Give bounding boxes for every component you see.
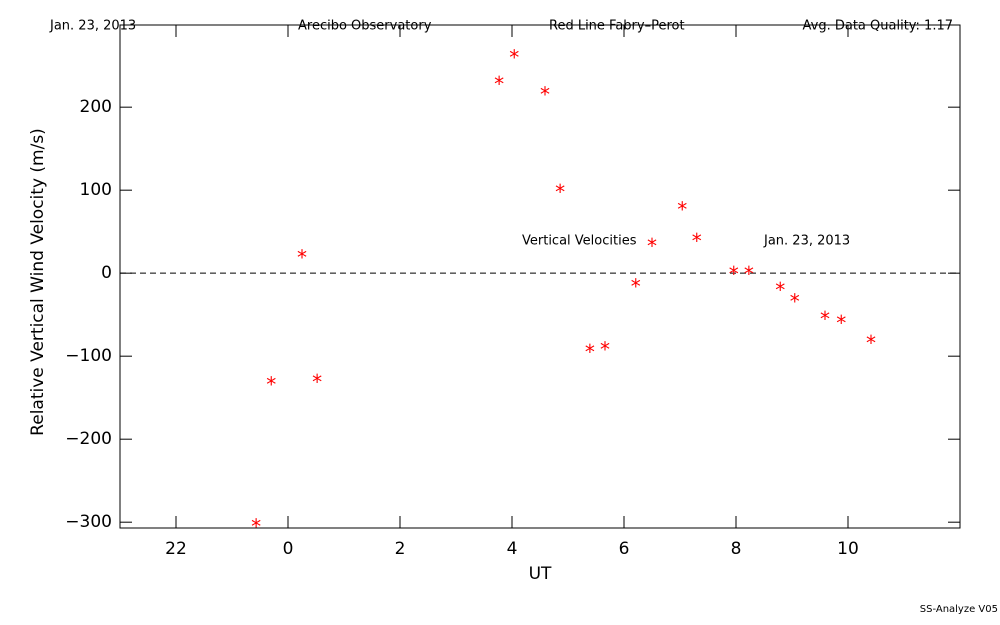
data-point: * <box>600 338 610 362</box>
data-point: * <box>836 311 846 335</box>
data-point: * <box>744 262 754 286</box>
data-point: * <box>866 331 876 355</box>
data-point: * <box>251 514 261 538</box>
x-tick-label: 22 <box>165 539 187 559</box>
plot-frame <box>119 24 961 529</box>
y-axis-label: Relative Vertical Wind Velocity (m/s) <box>28 128 48 436</box>
data-point: * <box>647 234 657 258</box>
data-point: * <box>540 83 550 107</box>
data-point: * <box>555 180 565 204</box>
header-date: Jan. 23, 2013 <box>49 19 136 34</box>
x-tick-label: 10 <box>837 539 859 559</box>
data-point: * <box>297 245 307 269</box>
data-point: * <box>494 72 504 96</box>
y-tick-label: −100 <box>65 346 112 366</box>
annotation: Jan. 23, 2013 <box>763 234 850 249</box>
data-point: * <box>692 229 702 253</box>
data-point: * <box>729 262 739 286</box>
data-point: * <box>775 278 785 302</box>
y-tick-label: 100 <box>80 180 112 200</box>
x-tick-label: 2 <box>395 539 406 559</box>
y-tick-label: −300 <box>65 512 112 532</box>
header-quality: Avg. Data Quality: 1.17 <box>803 19 953 34</box>
y-tick-label: 200 <box>80 97 112 117</box>
header-instrument: Red Line Fabry–Perot <box>549 19 685 34</box>
data-point: * <box>820 307 830 331</box>
data-point: * <box>790 289 800 313</box>
x-tick-label: 8 <box>731 539 742 559</box>
data-point: * <box>585 340 595 364</box>
y-tick-label: −200 <box>65 429 112 449</box>
footer: SS-Analyze V05 <box>920 604 998 615</box>
data-point: * <box>509 45 519 69</box>
data-point: * <box>631 274 641 298</box>
data-point: * <box>266 372 276 396</box>
data-point: * <box>312 370 322 394</box>
x-tick-label: 4 <box>507 539 518 559</box>
data-point: * <box>677 197 687 221</box>
y-tick-label: 0 <box>101 263 112 283</box>
annotation: Vertical Velocities <box>522 234 637 249</box>
x-axis-label: UT <box>529 564 552 584</box>
x-tick-label: 6 <box>619 539 630 559</box>
x-tick-label: 0 <box>283 539 294 559</box>
header-site: Arecibo Observatory <box>298 19 432 34</box>
